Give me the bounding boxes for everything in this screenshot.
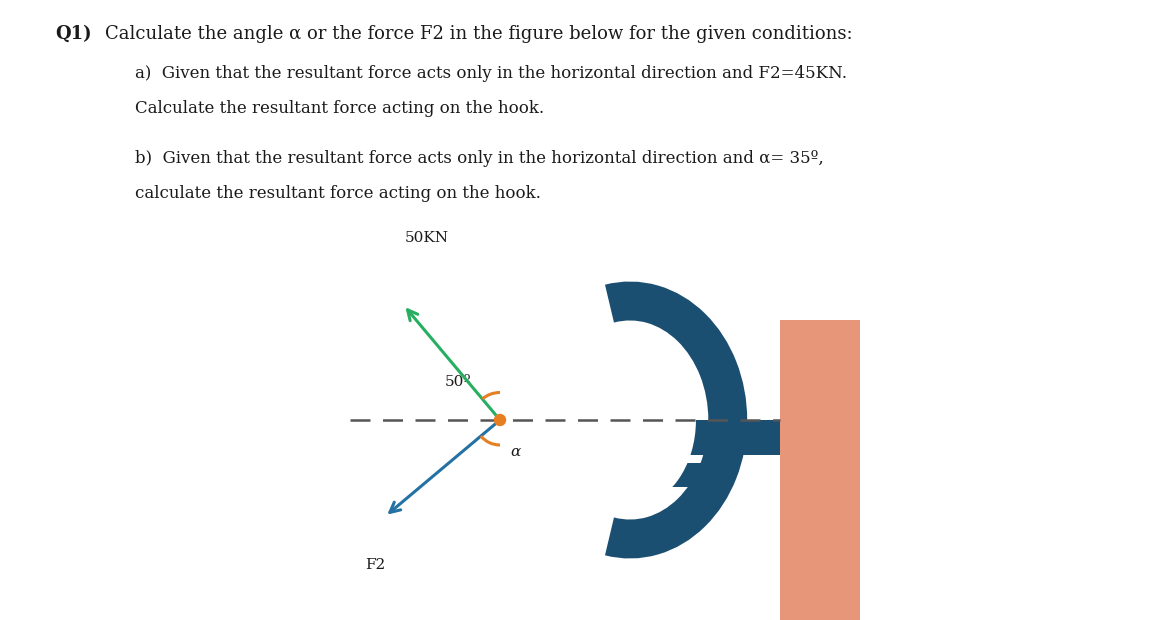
Text: Q1): Q1)	[55, 25, 91, 43]
Text: α: α	[510, 445, 521, 459]
Bar	[676, 420, 780, 455]
Text: F2: F2	[365, 558, 385, 572]
Text: a)  Given that the resultant force acts only in the horizontal direction and F2=: a) Given that the resultant force acts o…	[135, 65, 847, 82]
Text: b)  Given that the resultant force acts only in the horizontal direction and α= : b) Given that the resultant force acts o…	[135, 150, 824, 167]
Text: Calculate the resultant force acting on the hook.: Calculate the resultant force acting on …	[135, 100, 544, 117]
Bar	[780, 320, 860, 620]
Text: calculate the resultant force acting on the hook.: calculate the resultant force acting on …	[135, 185, 541, 202]
Text: Calculate the angle α or the force F2 in the figure below for the given conditio: Calculate the angle α or the force F2 in…	[105, 25, 853, 43]
Text: 50º: 50º	[445, 375, 472, 389]
Circle shape	[495, 415, 505, 425]
Bar	[670, 463, 720, 487]
Text: 50KN: 50KN	[405, 231, 449, 245]
